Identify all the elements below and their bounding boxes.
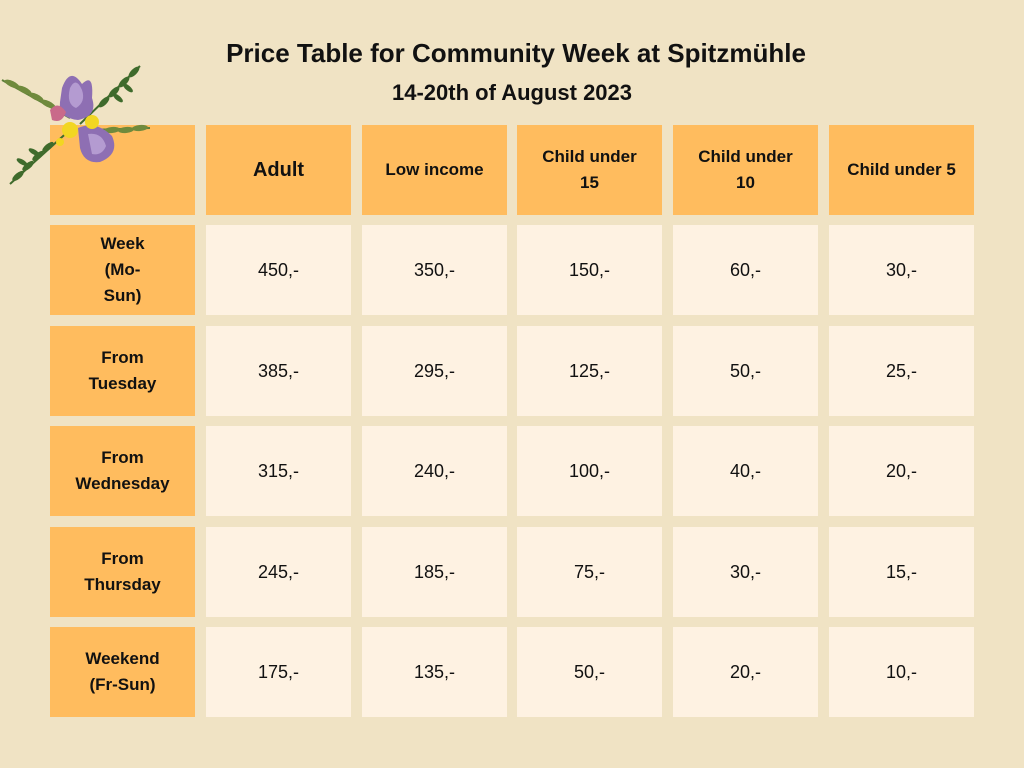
- floral-bouquet-icon: [1, 65, 151, 185]
- price-cell: 75,-: [517, 527, 662, 617]
- price-cell: 135,-: [362, 627, 507, 717]
- price-cell: 125,-: [517, 326, 662, 416]
- price-cell: 60,-: [673, 225, 818, 315]
- price-cell: 240,-: [362, 426, 507, 516]
- price-cell: 150,-: [517, 225, 662, 315]
- price-cell: 20,-: [673, 627, 818, 717]
- row-label-from-thursday: From Thursday: [50, 527, 195, 617]
- price-cell: 30,-: [673, 527, 818, 617]
- row-label-week: Week (Mo-Sun): [50, 225, 195, 315]
- price-cell: 450,-: [206, 225, 351, 315]
- price-cell: 295,-: [362, 326, 507, 416]
- price-cell: 185,-: [362, 527, 507, 617]
- column-header-adult: Adult: [206, 125, 351, 215]
- column-header-child-under-5: Child under 5: [829, 125, 974, 215]
- price-cell: 100,-: [517, 426, 662, 516]
- column-header-child-under-15: Child under 15: [517, 125, 662, 215]
- table-corner: [50, 125, 195, 215]
- price-cell: 315,-: [206, 426, 351, 516]
- price-cell: 50,-: [517, 627, 662, 717]
- price-cell: 50,-: [673, 326, 818, 416]
- price-cell: 15,-: [829, 527, 974, 617]
- row-label-from-wednesday: From Wednesday: [50, 426, 195, 516]
- price-cell: 30,-: [829, 225, 974, 315]
- price-cell: 175,-: [206, 627, 351, 717]
- price-cell: 10,-: [829, 627, 974, 717]
- column-header-child-under-10: Child under 10: [673, 125, 818, 215]
- price-cell: 245,-: [206, 527, 351, 617]
- row-label-weekend: Weekend (Fr-Sun): [50, 627, 195, 717]
- price-cell: 40,-: [673, 426, 818, 516]
- row-label-from-tuesday: From Tuesday: [50, 326, 195, 416]
- page-title: Price Table for Community Week at Spitzm…: [226, 38, 806, 68]
- price-cell: 350,-: [362, 225, 507, 315]
- page-subtitle: 14-20th of August 2023: [391, 80, 633, 105]
- price-cell: 20,-: [829, 426, 974, 516]
- price-cell: 385,-: [206, 326, 351, 416]
- price-cell: 25,-: [829, 326, 974, 416]
- column-header-low-income: Low income: [362, 125, 507, 215]
